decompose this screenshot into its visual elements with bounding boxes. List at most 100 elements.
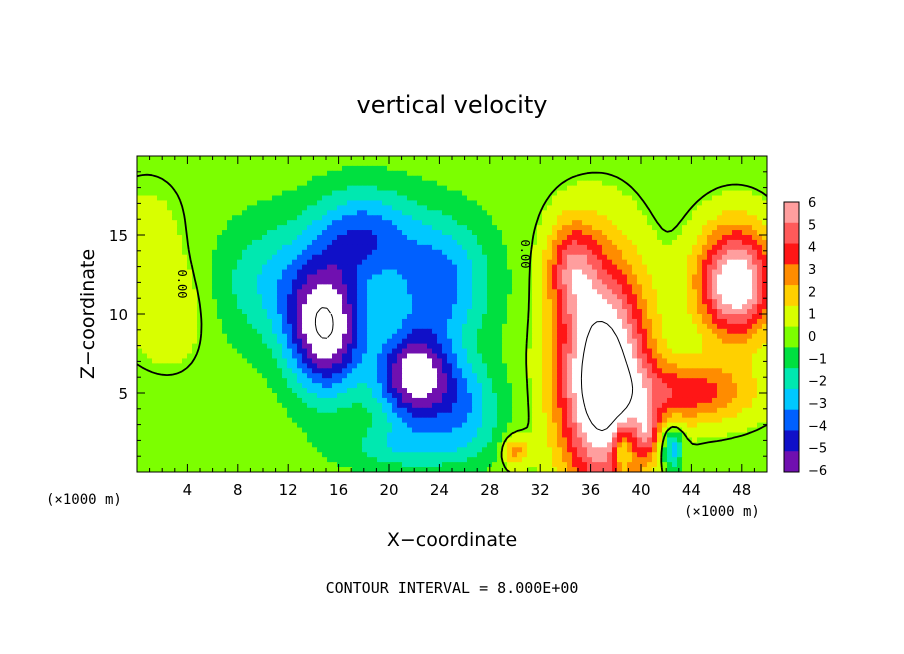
field-cell [342,254,348,261]
field-cell [652,190,658,197]
field-cell [762,264,767,271]
field-cell [532,299,538,305]
field-cell [572,200,578,206]
field-cell [182,314,188,320]
field-cell [727,284,733,290]
field-cell [282,220,288,226]
field-cell [702,230,708,236]
field-cell [517,200,523,206]
field-cell [487,254,493,261]
field-cell [687,274,693,281]
field-cell [217,304,223,310]
field-cell [662,269,668,276]
field-cell [277,244,283,251]
field-cell [337,249,343,256]
field-cell [447,160,453,167]
field-cell [402,180,408,187]
field-cell [697,215,703,221]
field-cell [497,314,503,320]
field-cell [287,279,293,285]
field-cell [517,220,523,226]
field-cell [482,195,488,202]
field-cell [672,210,678,216]
field-cell [552,328,558,335]
field-cell [162,156,168,162]
field-cell [717,338,723,345]
field-cell [617,200,623,206]
field-cell [282,294,288,300]
field-cell [597,225,603,231]
field-cell [522,264,528,271]
field-cell [497,289,503,295]
field-cell [212,205,218,211]
field-cell [662,205,668,211]
field-cell [412,328,418,335]
field-cell [522,284,528,290]
field-cell [387,195,393,202]
field-cell [657,170,663,177]
field-cell [507,165,513,172]
field-cell [682,230,688,236]
field-cell [312,343,318,350]
field-cell [152,244,158,251]
field-cell [732,254,738,261]
field-cell [197,220,203,226]
field-cell [412,249,418,256]
field-cell [612,318,618,325]
field-cell [577,274,583,281]
field-cell [277,304,283,310]
field-cell [722,215,728,221]
field-cell [562,289,568,295]
field-cell [552,249,558,256]
field-cell [732,195,738,202]
field-cell [422,165,428,172]
field-cell [367,348,373,355]
field-cell [157,264,163,271]
field-cell [737,185,743,192]
field-cell [217,215,223,221]
field-cell [432,284,438,290]
field-cell [217,220,223,226]
field-cell [622,185,628,192]
field-cell [512,200,518,206]
field-cell [587,304,593,310]
field-cell [572,210,578,216]
field-cell [442,309,448,315]
field-cell [302,185,308,192]
field-cell [402,160,408,167]
field-cell [202,170,208,177]
field-cell [242,225,248,231]
field-cell [627,185,633,192]
field-cell [302,220,308,226]
field-cell [507,299,513,305]
field-cell [247,343,253,350]
field-cell [697,304,703,310]
field-cell [422,279,428,285]
field-cell [532,254,538,261]
field-cell [282,205,288,211]
field-cell [147,314,153,320]
field-cell [622,220,628,226]
field-cell [352,235,358,241]
field-cell [337,269,343,276]
field-cell [707,259,713,266]
field-cell [617,309,623,315]
field-cell [537,170,543,177]
field-cell [457,299,463,305]
field-cell [287,244,293,251]
field-cell [177,318,183,325]
field-cell [667,180,673,187]
field-cell [582,318,588,325]
field-cell [137,299,143,305]
field-cell [332,314,338,320]
field-cell [527,249,533,256]
field-cell [327,284,333,290]
field-cell [577,156,583,162]
field-cell [522,195,528,202]
field-cell [552,309,558,315]
field-cell [242,210,248,216]
field-cell [642,284,648,290]
field-cell [167,259,173,266]
field-cell [637,185,643,192]
field-cell [757,314,763,320]
